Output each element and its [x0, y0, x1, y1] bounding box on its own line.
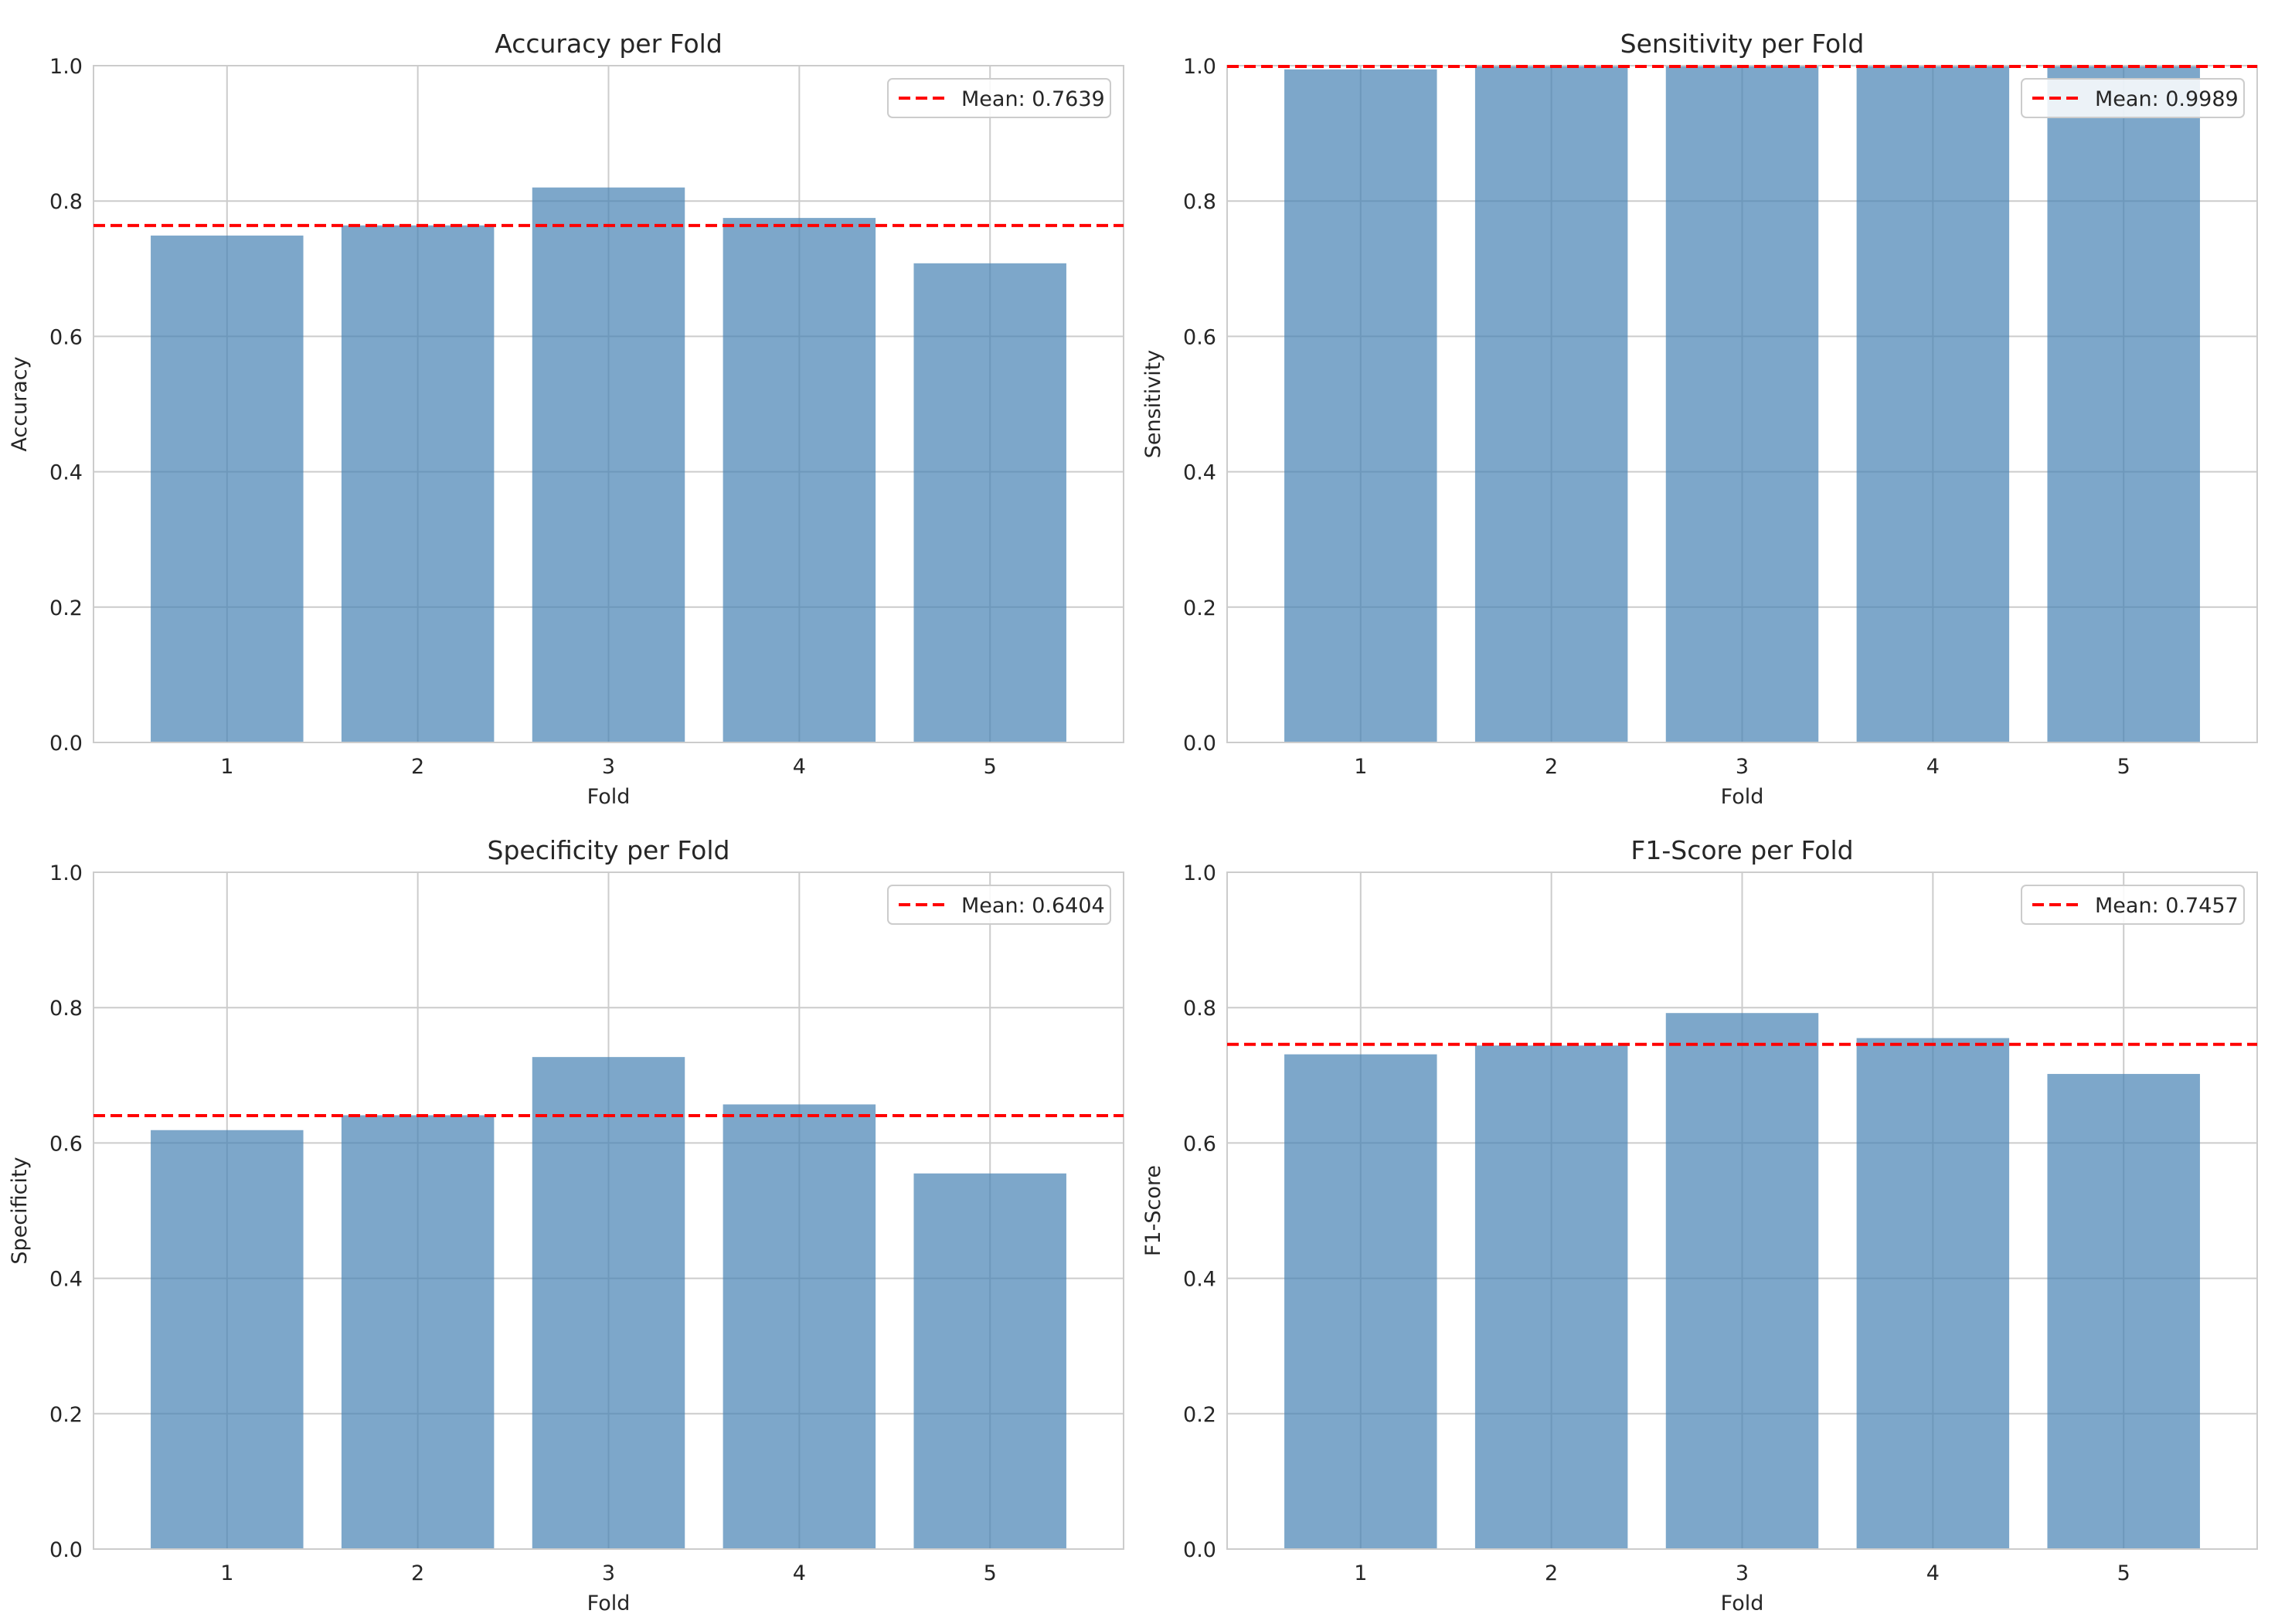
y-tick-label: 0.2 [1183, 596, 1216, 620]
x-tick-label: 3 [602, 1561, 615, 1585]
y-tick-label: 0.0 [49, 732, 83, 756]
chart-title: Accuracy per Fold [495, 29, 723, 59]
y-tick-label: 0.4 [49, 461, 83, 485]
x-tick-label: 2 [1545, 755, 1558, 779]
x-tick-label: 1 [1354, 1561, 1367, 1585]
x-tick-label: 4 [1926, 1561, 1940, 1585]
y-tick-label: 0.2 [49, 1403, 83, 1427]
bar-fold-2 [1474, 66, 1628, 742]
y-tick-label: 0.0 [1183, 1538, 1216, 1562]
bar-fold-4 [723, 1104, 876, 1549]
y-tick-label: 0.4 [1183, 461, 1216, 485]
x-tick-label: 4 [1926, 755, 1940, 779]
y-tick-label: 0.6 [1183, 1132, 1216, 1156]
x-tick-label: 5 [984, 1561, 997, 1585]
y-axis-label: Specificity [8, 1157, 32, 1264]
x-tick-label: 1 [1354, 755, 1367, 779]
y-tick-label: 0.8 [1183, 997, 1216, 1021]
bar-fold-4 [723, 218, 876, 743]
chart-title: Sensitivity per Fold [1620, 29, 1865, 59]
bar-fold-1 [151, 1130, 304, 1549]
x-tick-label: 3 [1736, 1561, 1749, 1585]
legend-box [887, 885, 1111, 925]
bar-fold-5 [913, 1173, 1066, 1549]
x-tick-label: 4 [793, 1561, 806, 1585]
y-tick-label: 0.4 [49, 1268, 83, 1292]
bar-fold-4 [1856, 1038, 2010, 1549]
x-tick-label: 2 [411, 1561, 424, 1585]
y-tick-label: 0.0 [49, 1538, 83, 1562]
x-tick-label: 3 [1736, 755, 1749, 779]
y-axis-label: F1-Score [1141, 1165, 1165, 1256]
x-tick-label: 2 [1545, 1561, 1558, 1585]
bar-fold-5 [2047, 66, 2200, 742]
x-axis-label: Fold [587, 785, 631, 809]
legend: Mean: 0.6404 [887, 885, 1111, 925]
plot-frame [93, 65, 1124, 743]
x-tick-label: 5 [2117, 1561, 2130, 1585]
x-tick-label: 3 [602, 755, 615, 779]
y-tick-label: 0.8 [49, 190, 83, 214]
legend: Mean: 0.7639 [887, 78, 1111, 118]
legend-box [2021, 78, 2245, 118]
y-tick-label: 0.0 [1183, 732, 1216, 756]
x-axis-label: Fold [587, 1592, 631, 1616]
y-axis-label: Sensitivity [1141, 350, 1165, 459]
legend-box [887, 78, 1111, 118]
chart-title: Specificity per Fold [488, 835, 730, 865]
plot-frame [93, 871, 1124, 1550]
legend: Mean: 0.9989 [2021, 78, 2245, 118]
legend-box [2021, 885, 2245, 925]
bar-fold-2 [1474, 1045, 1628, 1549]
legend-label: Mean: 0.7639 [961, 87, 1105, 111]
chart-panel-2: 0.0 0.2 0.4 0.6 0.8 1.0 1 2 3 4 5 Sensitivity per F… [1141, 29, 2258, 809]
x-tick-label: 5 [2117, 755, 2130, 779]
bar-fold-3 [1665, 66, 1819, 742]
legend-label: Mean: 0.6404 [961, 894, 1105, 918]
bar-fold-1 [1284, 1054, 1437, 1549]
x-axis-label: Fold [1721, 785, 1764, 809]
bar-fold-2 [341, 225, 495, 743]
bar-fold-2 [341, 1115, 495, 1549]
bar-fold-3 [1665, 1013, 1819, 1549]
legend: Mean: 0.7457 [2021, 885, 2245, 925]
y-tick-label: 0.8 [1183, 190, 1216, 214]
y-tick-label: 0.2 [1183, 1403, 1216, 1427]
x-tick-label: 2 [411, 755, 424, 779]
y-tick-label: 0.6 [49, 1132, 83, 1156]
y-tick-label: 0.6 [1183, 325, 1216, 349]
chart-panel-1: 0.0 0.2 0.4 0.6 0.8 1.0 1 2 3 4 5 Accuracy per Fold… [8, 29, 1124, 809]
x-tick-label: 1 [220, 1561, 233, 1585]
bar-fold-1 [151, 235, 304, 743]
y-tick-label: 1.0 [49, 55, 83, 79]
legend-label: Mean: 0.9989 [2095, 87, 2239, 111]
y-tick-label: 0.6 [49, 325, 83, 349]
y-tick-label: 1.0 [1183, 55, 1216, 79]
chart-panel-3: 0.0 0.2 0.4 0.6 0.8 1.0 1 2 3 4 5 Specificity per F… [8, 835, 1124, 1616]
y-tick-label: 1.0 [1183, 861, 1216, 885]
bar-fold-5 [913, 263, 1066, 742]
y-tick-label: 0.4 [1183, 1268, 1216, 1292]
legend-label: Mean: 0.7457 [2095, 894, 2239, 918]
x-tick-label: 1 [220, 755, 233, 779]
y-tick-label: 0.8 [49, 997, 83, 1021]
y-tick-label: 1.0 [49, 861, 83, 885]
y-tick-label: 0.2 [49, 596, 83, 620]
x-tick-label: 5 [984, 755, 997, 779]
x-tick-label: 4 [793, 755, 806, 779]
x-axis-label: Fold [1721, 1592, 1764, 1616]
bar-fold-5 [2047, 1074, 2200, 1549]
bar-fold-3 [532, 1057, 685, 1549]
bar-fold-3 [532, 187, 685, 742]
bar-fold-1 [1284, 69, 1437, 743]
bar-fold-4 [1856, 66, 2010, 742]
plot-frame [1226, 871, 2258, 1550]
chart-title: F1-Score per Fold [1630, 835, 1853, 865]
y-axis-label: Accuracy [8, 356, 32, 451]
chart-panel-4: 0.0 0.2 0.4 0.6 0.8 1.0 1 2 3 4 5 F1-Score per Fold… [1141, 835, 2258, 1616]
